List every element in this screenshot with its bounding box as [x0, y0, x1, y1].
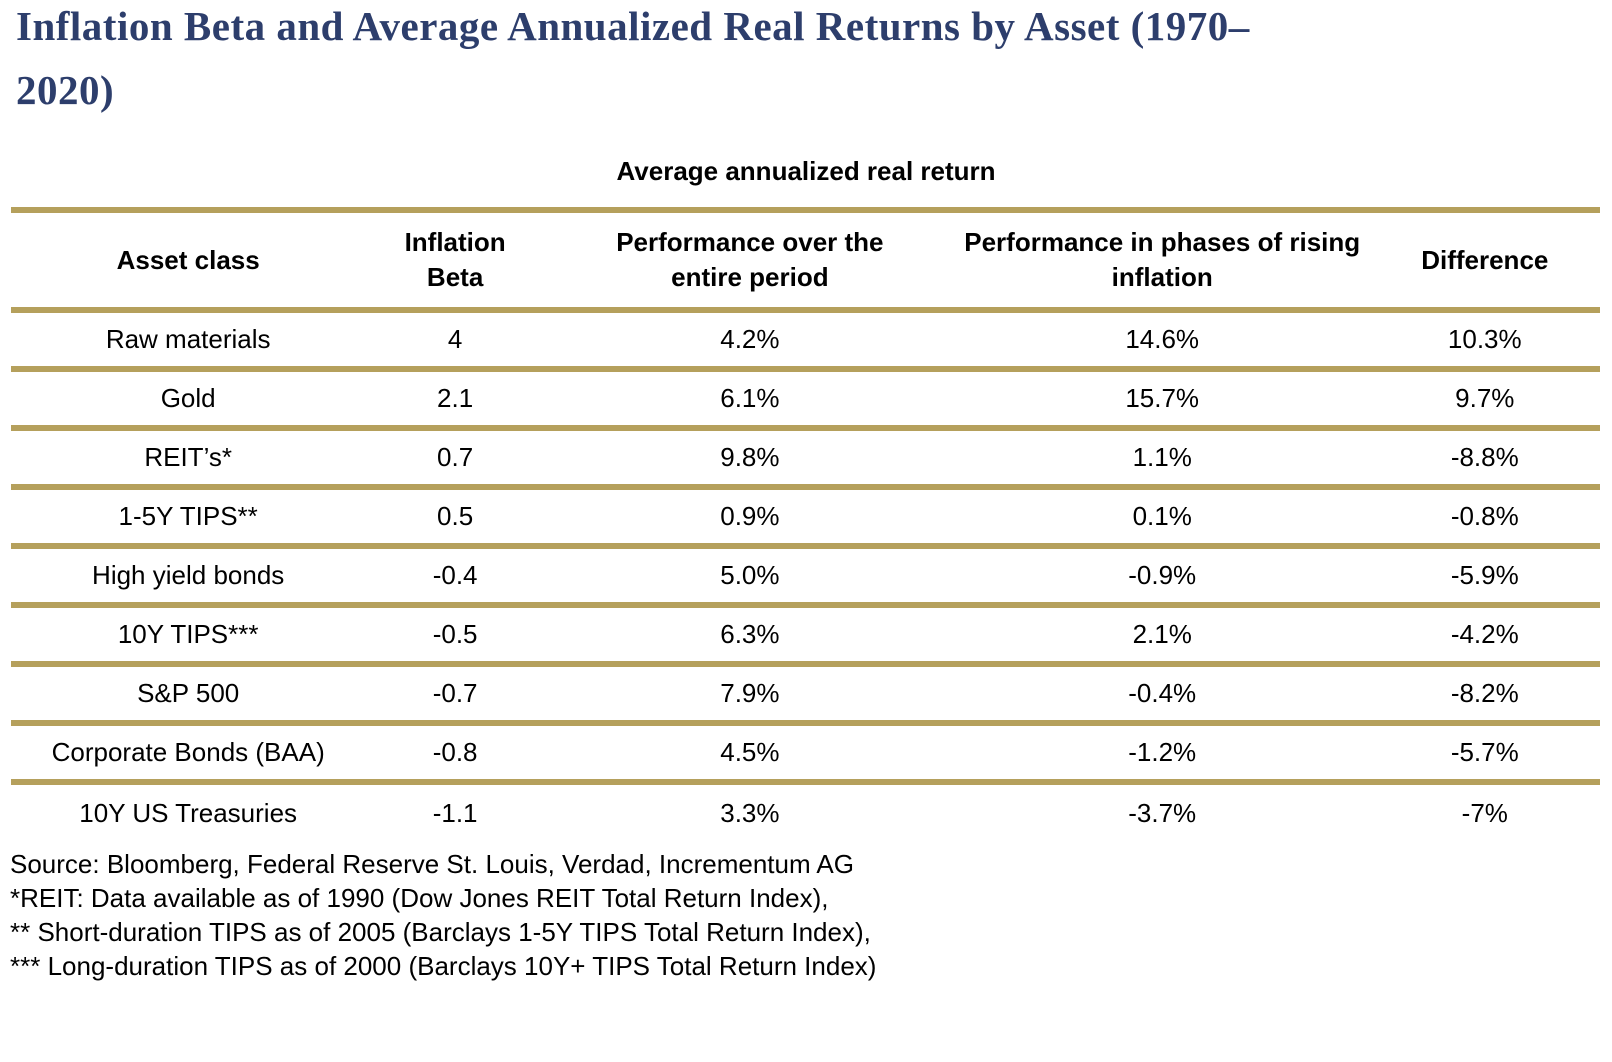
cell-performance-rising-inflation: 14.6% [1125, 324, 1200, 354]
table-row-raw-materials: Raw materials 4 4.2% 14.6% 10.3% [11, 310, 1600, 369]
column-header-asset-class: Asset class [116, 244, 260, 275]
table-header-row: Asset class Inflation Beta Performance o… [11, 210, 1600, 310]
cell-inflation-beta: -0.4 [432, 560, 478, 590]
cell-asset-class: Corporate Bonds (BAA) [51, 737, 325, 767]
cell-difference: 9.7% [1455, 383, 1515, 413]
table-row-10y-us-treasuries: 10Y US Treasuries -1.1 3.3% -3.7% -7% [11, 782, 1600, 841]
footnotes: Source: Bloomberg, Federal Reserve St. L… [10, 847, 1602, 983]
cell-performance-rising-inflation: 0.1% [1132, 501, 1192, 531]
cell-performance-entire-period: 7.9% [720, 678, 780, 708]
cell-difference: -8.8% [1450, 442, 1519, 472]
cell-difference: 10.3% [1447, 324, 1522, 354]
cell-performance-rising-inflation: 1.1% [1132, 442, 1192, 472]
cell-performance-entire-period: 5.0% [720, 560, 780, 590]
cell-difference: -8.2% [1450, 678, 1519, 708]
cell-difference: -7% [1461, 797, 1508, 828]
cell-difference: -4.2% [1450, 619, 1519, 649]
cell-performance-entire-period: 0.9% [720, 501, 780, 531]
table-row-1-5y-tips: 1-5Y TIPS** 0.5 0.9% 0.1% -0.8% [11, 487, 1600, 546]
table-row-sp500: S&P 500 -0.7 7.9% -0.4% -8.2% [11, 664, 1600, 723]
cell-asset-class: Gold [160, 383, 216, 413]
cell-performance-rising-inflation: 2.1% [1132, 619, 1192, 649]
cell-performance-rising-inflation: -1.2% [1128, 737, 1197, 767]
page-title-line2: 2020) [16, 67, 115, 113]
cell-performance-entire-period: 4.2% [720, 324, 780, 354]
returns-table-wrap: Asset class Inflation Beta Performance o… [11, 207, 1600, 841]
cell-difference: -0.8% [1450, 501, 1519, 531]
cell-performance-entire-period: 6.3% [720, 619, 780, 649]
table-row-high-yield-bonds: High yield bonds -0.4 5.0% -0.9% -5.9% [11, 546, 1600, 605]
column-header-inflation-beta: Inflation Beta [404, 227, 506, 292]
cell-asset-class: Raw materials [105, 324, 271, 354]
cell-asset-class: S&P 500 [137, 678, 240, 708]
table-row-gold: Gold 2.1 6.1% 15.7% 9.7% [11, 369, 1600, 428]
table-row-10y-tips: 10Y TIPS*** -0.5 6.3% 2.1% -4.2% [11, 605, 1600, 664]
cell-asset-class: 10Y TIPS*** [117, 619, 259, 649]
page-title: Inflation Beta and Average Annualized Re… [16, 0, 1592, 122]
cell-performance-entire-period: 6.1% [720, 383, 780, 413]
cell-performance-rising-inflation: -0.9% [1128, 560, 1197, 590]
page-title-line1: Inflation Beta and Average Annualized Re… [16, 3, 1250, 49]
cell-difference: -5.9% [1450, 560, 1519, 590]
cell-performance-entire-period: 4.5% [720, 737, 780, 767]
table-row-corporate-bonds: Corporate Bonds (BAA) -0.8 4.5% -1.2% -5… [11, 723, 1600, 782]
column-header-difference: Difference [1421, 244, 1549, 275]
cell-performance-entire-period: 3.3% [720, 797, 780, 828]
footnote-short-tips: ** Short-duration TIPS as of 2005 (Barcl… [10, 917, 871, 947]
table-row-reits: REIT’s* 0.7 9.8% 1.1% -8.8% [11, 428, 1600, 487]
footnote-source: Source: Bloomberg, Federal Reserve St. L… [10, 849, 854, 879]
column-header-performance-rising-inflation: Performance in phases of rising inflatio… [964, 227, 1361, 292]
cell-inflation-beta: -0.5 [432, 619, 478, 649]
footnote-reit: *REIT: Data available as of 1990 (Dow Jo… [10, 883, 829, 913]
cell-asset-class: High yield bonds [92, 560, 285, 590]
cell-asset-class: REIT’s* [144, 442, 232, 472]
cell-performance-rising-inflation: -3.7% [1128, 797, 1197, 828]
footnote-long-tips: *** Long-duration TIPS as of 2000 (Barcl… [10, 951, 877, 981]
cell-performance-rising-inflation: -0.4% [1128, 678, 1197, 708]
cell-performance-entire-period: 9.8% [720, 442, 780, 472]
page: Inflation Beta and Average Annualized Re… [10, 0, 1602, 983]
cell-inflation-beta: -1.1 [432, 797, 478, 828]
cell-asset-class: 1-5Y TIPS** [118, 501, 258, 531]
cell-inflation-beta: 0.5 [437, 501, 474, 531]
cell-difference: -5.7% [1450, 737, 1519, 767]
table-span-header: Average annualized real return [616, 156, 996, 186]
cell-asset-class: 10Y US Treasuries [79, 797, 298, 828]
cell-inflation-beta: 2.1 [437, 383, 474, 413]
cell-performance-rising-inflation: 15.7% [1125, 383, 1200, 413]
column-header-performance-entire-period: Performance over the entire period [616, 227, 884, 292]
cell-inflation-beta: 4 [447, 324, 463, 354]
cell-inflation-beta: -0.7 [432, 678, 478, 708]
cell-inflation-beta: -0.8 [432, 737, 478, 767]
cell-inflation-beta: 0.7 [437, 442, 474, 472]
returns-table: Asset class Inflation Beta Performance o… [11, 207, 1600, 841]
